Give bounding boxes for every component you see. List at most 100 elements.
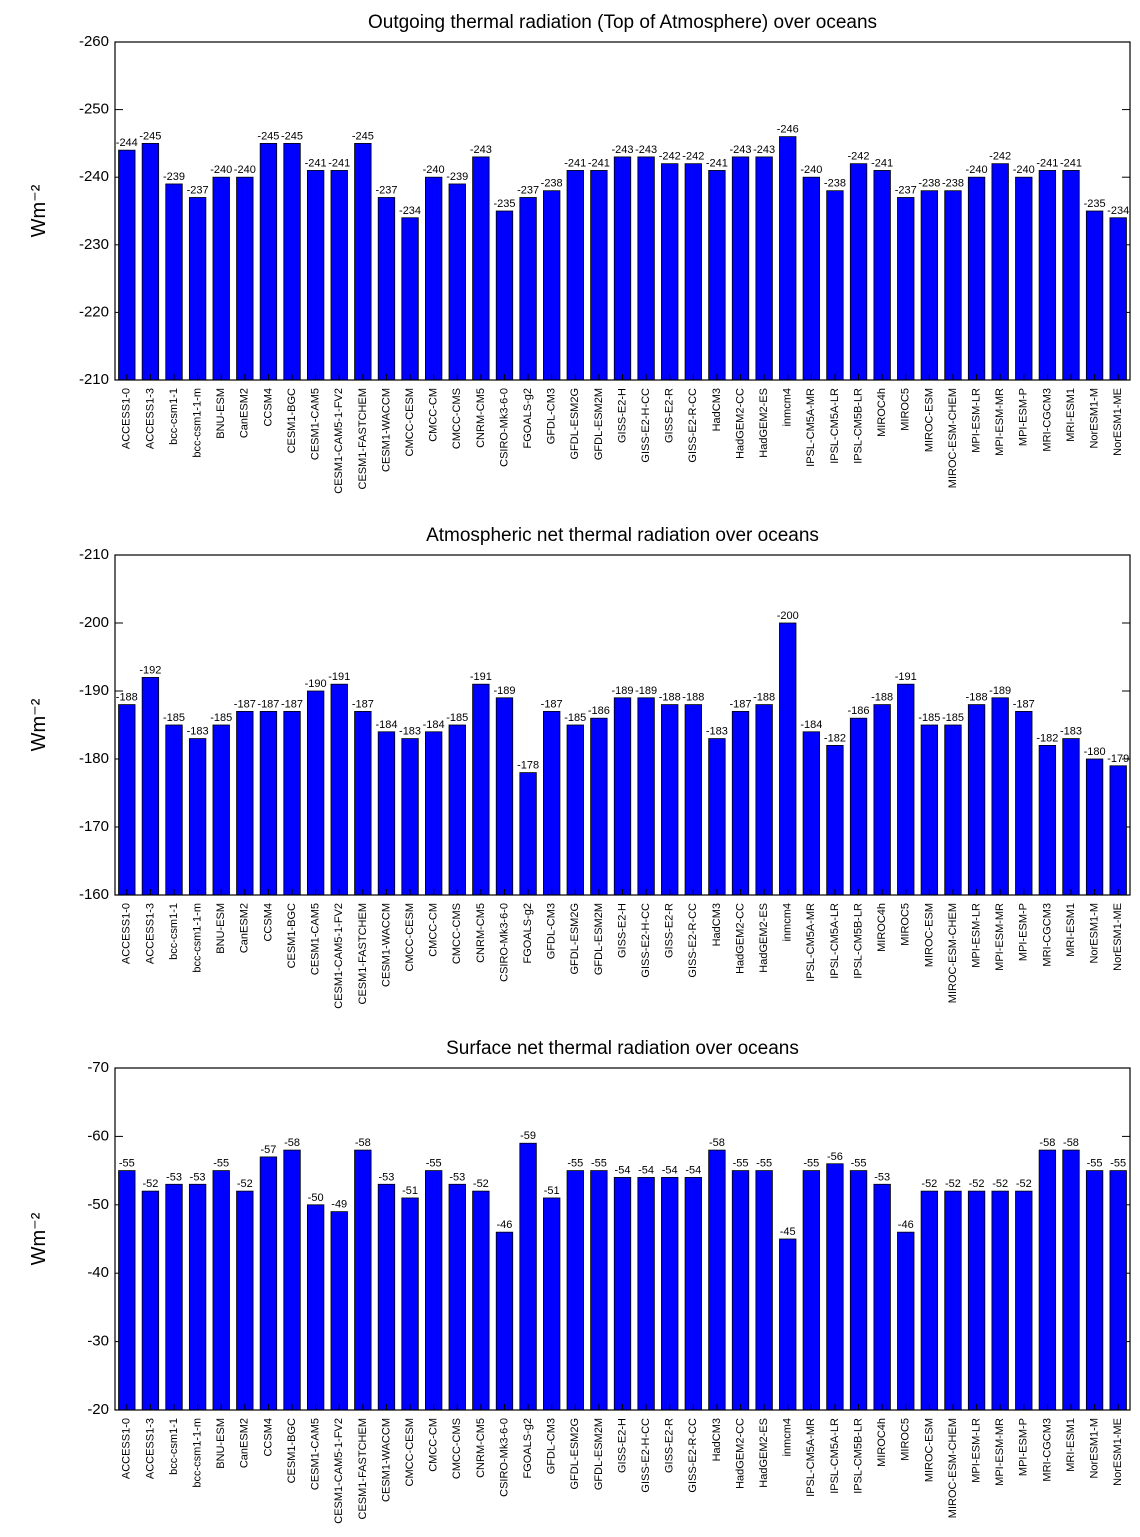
value-label: -239 — [446, 171, 468, 183]
value-label: -241 — [706, 157, 728, 169]
x-tick-label: NorESM1-M — [1088, 388, 1100, 449]
x-tick-label: HadGEM2-CC — [734, 903, 746, 974]
x-tick-label: HadGEM2-ES — [758, 388, 770, 458]
x-tick-label: GISS-E2-R-CC — [687, 388, 699, 463]
bar — [637, 697, 655, 896]
x-tick-label: FGOALS-g2 — [522, 1418, 534, 1479]
value-label: -191 — [470, 671, 492, 683]
value-label: -244 — [116, 137, 138, 149]
x-tick-label: GFDL-ESM2G — [569, 903, 581, 975]
bar — [873, 1183, 891, 1411]
value-label: -55 — [733, 1158, 749, 1170]
bar — [118, 1170, 136, 1411]
bar — [377, 1183, 396, 1411]
value-label: -185 — [446, 712, 468, 724]
value-label: -45 — [780, 1226, 796, 1238]
bar — [543, 711, 561, 896]
value-label: -188 — [659, 692, 681, 704]
x-tick-label: GISS-E2-R — [664, 388, 676, 443]
x-tick-label: MRI-ESM1 — [1065, 1418, 1077, 1472]
bar — [826, 745, 844, 896]
bar — [755, 156, 773, 381]
value-label: -53 — [379, 1171, 395, 1183]
value-label: -46 — [898, 1219, 914, 1231]
value-label: -184 — [375, 719, 397, 731]
x-tick-label: HadCM3 — [711, 388, 723, 431]
value-label: -53 — [874, 1171, 890, 1183]
x-tick-label: GISS-E2-H-CC — [640, 903, 652, 978]
value-label: -58 — [355, 1137, 371, 1149]
x-tick-label: HadGEM2-ES — [758, 1418, 770, 1488]
x-tick-label: NorESM1-ME — [1112, 903, 1124, 971]
x-tick-label: CESM1-BGC — [286, 388, 298, 453]
y-tick-label: -200 — [79, 614, 109, 631]
bar — [1038, 745, 1057, 896]
value-label: -238 — [541, 178, 563, 190]
bar — [1085, 210, 1104, 381]
value-label: -55 — [851, 1158, 867, 1170]
bar — [1109, 765, 1127, 896]
x-tick-label: MIROC-ESM — [923, 1418, 935, 1482]
value-label: -235 — [493, 198, 515, 210]
value-label: -183 — [1060, 726, 1082, 738]
x-tick-label: MIROC4h — [876, 1418, 888, 1467]
x-tick-label: GFDL-ESM2M — [593, 388, 605, 460]
x-tick-label: ACCESS1-0 — [121, 903, 133, 964]
bar — [708, 1149, 726, 1411]
bar — [306, 170, 325, 381]
y-tick-label: -30 — [87, 1333, 109, 1350]
value-label: -52 — [1016, 1178, 1032, 1190]
bar — [165, 724, 183, 896]
value-label: -239 — [163, 171, 185, 183]
bar — [731, 711, 750, 896]
bar — [472, 156, 490, 381]
bar — [1015, 176, 1033, 381]
bar — [236, 711, 254, 896]
bar — [259, 1156, 278, 1411]
bar — [306, 1204, 325, 1411]
plot-frame — [114, 41, 1131, 381]
x-tick-label: CMCC-CM — [428, 388, 440, 442]
value-label: -178 — [517, 760, 539, 772]
bar — [377, 197, 396, 381]
value-label: -185 — [942, 712, 964, 724]
bar — [967, 1190, 986, 1411]
bar — [1085, 758, 1104, 896]
x-tick-label: MPI-ESM-P — [1018, 1418, 1030, 1476]
value-label: -238 — [918, 178, 940, 190]
x-tick-label: IPSL-CM5B-LR — [852, 1418, 864, 1494]
x-tick-label: CESM1-CAM5 — [310, 1418, 322, 1490]
value-label: -51 — [402, 1185, 418, 1197]
value-label: -58 — [284, 1137, 300, 1149]
value-label: -189 — [989, 685, 1011, 697]
y-axis-label: Wm⁻² — [28, 184, 50, 237]
bar — [519, 1142, 537, 1411]
bar — [283, 1149, 301, 1411]
x-tick-label: GISS-E2-R — [664, 1418, 676, 1473]
x-tick-label: HadGEM2-ES — [758, 903, 770, 973]
x-tick-label: GFDL-ESM2M — [593, 1418, 605, 1490]
value-label: -237 — [895, 184, 917, 196]
value-label: -184 — [423, 719, 445, 731]
value-label: -55 — [213, 1158, 229, 1170]
bar — [1038, 170, 1057, 381]
x-tick-label: CESM1-BGC — [286, 903, 298, 968]
value-label: -234 — [1107, 205, 1129, 217]
x-tick-label: CCSM4 — [262, 388, 274, 427]
bar — [849, 1170, 868, 1411]
x-tick-label: MIROC5 — [900, 903, 912, 946]
value-label: -54 — [615, 1164, 631, 1176]
x-tick-label: CESM1-WACCM — [380, 388, 392, 472]
bar — [1062, 738, 1080, 896]
chart-title: Atmospheric net thermal radiation over o… — [426, 525, 819, 546]
x-tick-label: CESM1-WACCM — [380, 1418, 392, 1502]
bar — [1109, 217, 1127, 381]
value-label: -240 — [1013, 164, 1035, 176]
bar — [897, 1231, 915, 1411]
y-tick-label: -170 — [79, 818, 109, 835]
value-label: -54 — [638, 1164, 654, 1176]
x-tick-label: NorESM1-M — [1088, 1418, 1100, 1479]
value-label: -52 — [969, 1178, 985, 1190]
x-tick-label: IPSL-CM5A-LR — [829, 903, 841, 979]
value-label: -187 — [281, 698, 303, 710]
